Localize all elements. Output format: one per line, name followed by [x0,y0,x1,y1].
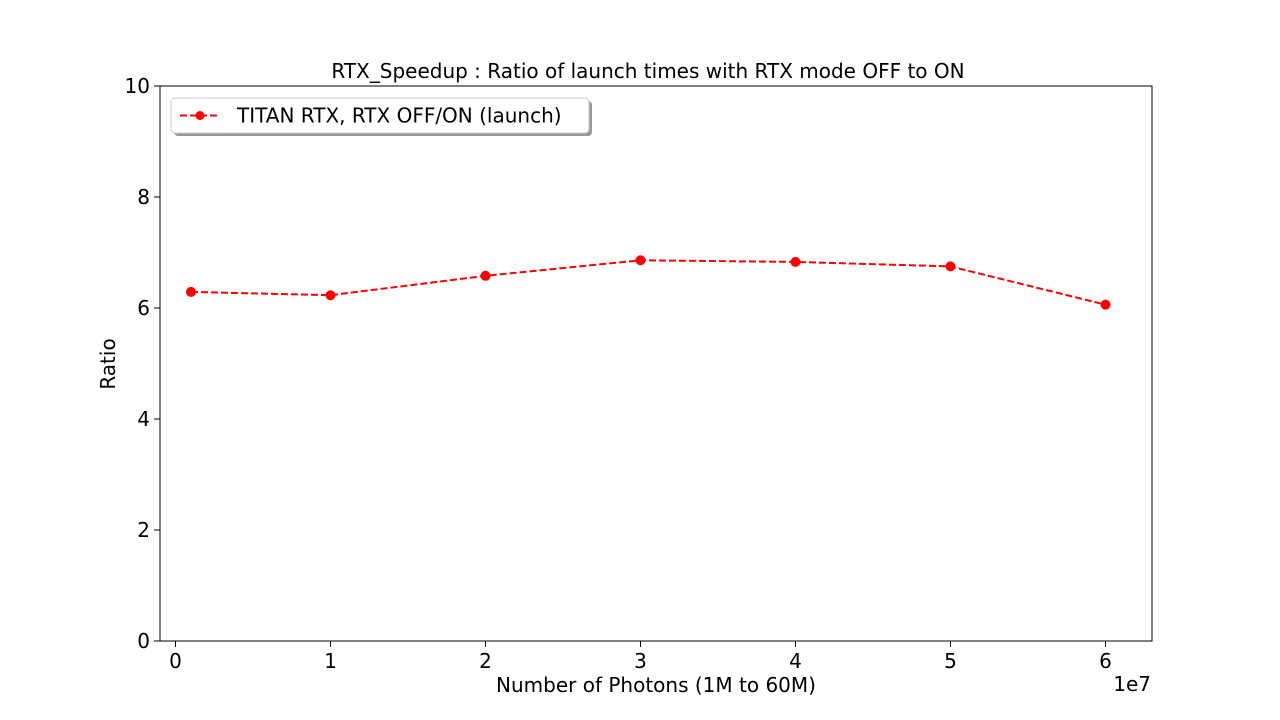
x-tick-label: 1 [324,649,337,673]
x-axis-offset-label: 1e7 [1113,672,1151,696]
legend-label: TITAN RTX, RTX OFF/ON (launch) [236,104,562,128]
data-point [480,270,491,281]
x-tick-label: 6 [1099,649,1112,673]
data-point [945,261,956,272]
y-tick-label: 4 [137,407,150,431]
legend-box [170,97,590,134]
y-tick-label: 0 [137,629,150,653]
axes-layer: 0 1 2 3 4 5 6 0 2 4 6 8 10 [125,74,1112,673]
data-point [1100,299,1111,310]
x-tick-label: 2 [479,649,492,673]
data-point [325,290,336,301]
series-layer [186,255,1111,310]
y-axis-label: Ratio [96,338,120,389]
legend: TITAN RTX, RTX OFF/ON (launch) [170,97,592,136]
y-tick-label: 2 [137,518,150,542]
y-tick-label: 8 [137,185,150,209]
y-tick-label: 6 [137,296,150,320]
legend-marker [195,111,205,120]
chart-title: RTX_Speedup : Ratio of launch times with… [331,59,964,83]
plot-area [160,86,1152,641]
plot-frame [159,85,1153,642]
data-point [635,255,646,266]
x-axis-label: Number of Photons (1M to 60M) [496,673,816,697]
data-point [790,256,801,267]
x-tick-label: 0 [169,649,182,673]
x-tick-label: 4 [789,649,802,673]
x-tick-label: 3 [634,649,647,673]
data-point [186,286,196,297]
x-tick-label: 5 [944,649,957,673]
y-tick-label: 10 [125,74,150,98]
